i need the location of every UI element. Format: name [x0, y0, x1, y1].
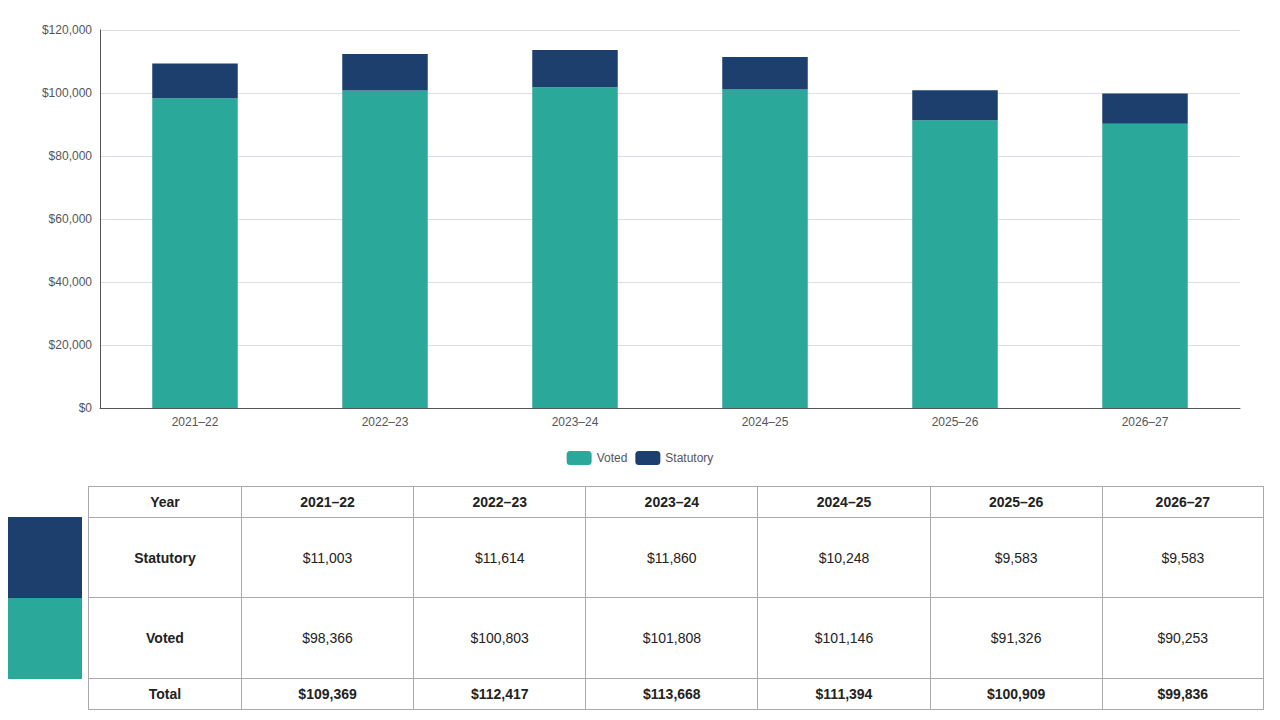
html-text:$91,326: $91,326: [990, 630, 1042, 647]
html-text:$11,003: $11,003: [302, 549, 353, 566]
html-text:$101,808: $101,808: [642, 630, 701, 647]
html-text:$10,248: $10,248: [818, 549, 870, 566]
svg-text:$60,000: $60,000: [49, 212, 93, 226]
html-text:$99,836: $99,836: [1157, 686, 1209, 703]
html-text:$109,369: $109,369: [298, 686, 357, 703]
svg-text:$80,000: $80,000: [49, 149, 93, 163]
svg-text:Voted: Voted: [597, 451, 628, 465]
html-text:Voted: Voted: [146, 630, 184, 647]
html-text:2022–23: 2022–23: [472, 493, 527, 510]
html-text:2024–25: 2024–25: [816, 493, 872, 510]
svg-text:2024–25: 2024–25: [742, 415, 789, 429]
html-text:Statutory: Statutory: [134, 549, 196, 566]
svg-text:Statutory: Statutory: [665, 451, 713, 465]
html-text:2023–24: 2023–24: [644, 493, 700, 510]
svg-text:2021–22: 2021–22: [172, 415, 219, 429]
svg-text:2023–24: 2023–24: [552, 415, 599, 429]
html-text:$113,668: $113,668: [643, 686, 701, 703]
html-text:$100,803: $100,803: [470, 630, 529, 647]
svg-text:$120,000: $120,000: [42, 23, 92, 37]
svg-text:$100,000: $100,000: [42, 86, 92, 100]
html-text:2026–27: 2026–27: [1155, 493, 1211, 510]
html-text:$11,614: $11,614: [474, 549, 525, 566]
html-text:$90,253: $90,253: [1157, 630, 1209, 647]
html-text:$101,146: $101,146: [814, 630, 874, 647]
html-text:$98,366: $98,366: [302, 630, 353, 647]
html-text:$11,860: $11,860: [647, 549, 697, 566]
html-text:$9,583: $9,583: [1161, 549, 1205, 566]
svg-text:$0: $0: [79, 401, 93, 415]
html-text:$112,417: $112,417: [470, 686, 529, 703]
html-text:2021–22: 2021–22: [300, 493, 355, 510]
html-text:$100,909: $100,909: [986, 686, 1046, 703]
html-text:$9,583: $9,583: [994, 549, 1038, 566]
svg-text:2025–26: 2025–26: [932, 415, 979, 429]
svg-text:$40,000: $40,000: [49, 275, 93, 289]
html-text:$111,394: $111,394: [815, 686, 873, 703]
html-text:Total: Total: [148, 686, 182, 703]
html-text:Year: Year: [150, 493, 180, 510]
html-text:2025–26: 2025–26: [988, 493, 1044, 510]
svg-text:2022–23: 2022–23: [362, 415, 409, 429]
svg-text:$20,000: $20,000: [49, 338, 93, 352]
svg-text:2026–27: 2026–27: [1122, 415, 1169, 429]
